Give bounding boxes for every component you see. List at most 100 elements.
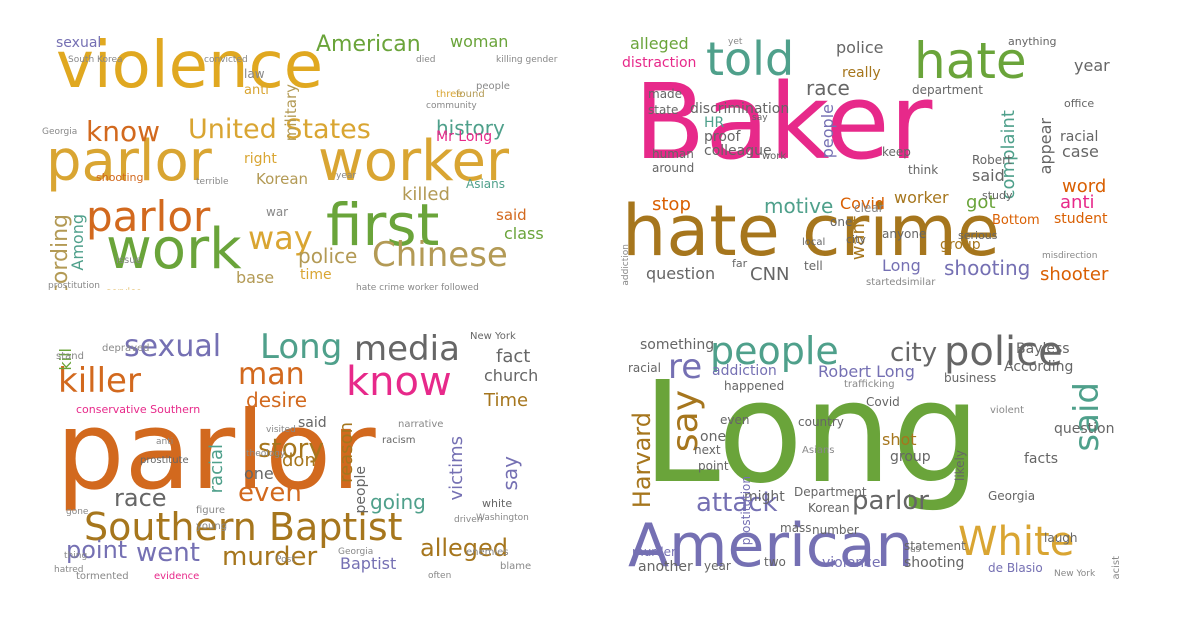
word-re: re (668, 347, 703, 387)
word-going: going (370, 490, 426, 514)
word-point: point (698, 459, 729, 473)
word-cnn: CNN (750, 264, 790, 285)
word-colleague: colleague (704, 143, 772, 159)
word-prostitution: prostitution (48, 281, 100, 291)
word-anyone: anyone (882, 227, 927, 241)
word-word: word (1062, 176, 1107, 197)
word-time: time (300, 267, 332, 283)
word-appear: appear (1036, 118, 1055, 175)
word-point: point (66, 536, 128, 564)
word-number: number (812, 523, 859, 537)
word-white-supremacist: white supremacist (1111, 556, 1122, 580)
word-figure: figure (196, 505, 226, 516)
word-one: one (700, 429, 727, 445)
word-question: question (646, 264, 716, 283)
word-south-korea: South Korea (68, 55, 123, 65)
word-georgia: Georgia (988, 489, 1036, 503)
word-prostitute: prostitute (140, 455, 189, 466)
word-even: even (238, 478, 302, 508)
word-thing: thing (64, 551, 88, 561)
word-long: Long (642, 352, 981, 515)
word-really: really (842, 65, 881, 81)
word-case: case (1062, 142, 1099, 161)
word-shot: shot (882, 430, 917, 449)
word-department: department (912, 83, 983, 97)
word-killed: killed (402, 184, 450, 205)
word-depraved: depraved (102, 343, 150, 354)
cloud-bottom-right: Long American people police city say re said Whi… (604, 326, 1130, 580)
word-addiction: addiction (621, 244, 631, 286)
word-racism: racism (382, 435, 416, 446)
word-blame: blame (500, 561, 532, 572)
word-us: us (910, 545, 921, 555)
word-stand: stand (56, 351, 84, 362)
word-often: often (428, 571, 452, 581)
word-sexual: sexual (124, 329, 222, 364)
word-church: church (484, 366, 539, 385)
cloud-bottom-left: parlor Southern Baptist killer know media Lon… (36, 326, 558, 580)
word-died: died (416, 55, 436, 65)
word-told: told (706, 32, 795, 86)
word-baker: Baker (634, 61, 933, 183)
word-went: went (136, 538, 200, 568)
word-know: know (86, 115, 160, 148)
word-conservative-southern: conservative Southern (76, 403, 201, 416)
word-know: know (346, 359, 452, 405)
word-said: said (1067, 382, 1107, 452)
word-state: state (648, 103, 679, 117)
word-alleged: alleged (630, 34, 689, 53)
word-baptist: Baptist (340, 554, 397, 573)
word-mr-long: Mr Long (436, 129, 493, 145)
word-police: police (944, 329, 1063, 375)
word-united-states: United States (188, 114, 371, 145)
word-shooting: shooting (904, 555, 965, 571)
word-first: first (326, 191, 440, 259)
word-another: another (638, 559, 693, 575)
word-statement: statement (904, 539, 966, 553)
word-among: Among (68, 214, 87, 271)
word-war: war (266, 205, 289, 219)
word-city: city (890, 338, 938, 368)
word-people: people (710, 329, 839, 373)
word-hate-crime: hate crime (622, 190, 1000, 272)
word-motive: motive (764, 194, 834, 218)
word-fact: fact (496, 346, 531, 367)
word-people: people (476, 81, 510, 92)
word-said: said (298, 415, 327, 431)
word-local: local (802, 237, 826, 248)
word-terrible: terrible (196, 177, 229, 187)
word-discrimination: discrimination (690, 101, 790, 117)
word-korean: Korean (256, 170, 309, 188)
word-tormented: tormented (76, 571, 129, 581)
word-woman: woman (450, 32, 509, 51)
word-trafficking: trafficking (844, 379, 895, 390)
word-violence: violence (56, 29, 324, 103)
word-worker: worker (894, 188, 949, 207)
word-think: think (908, 163, 939, 177)
word-southern-baptist: Southern Baptist (84, 505, 403, 549)
word-covid: Covid (840, 194, 886, 213)
word-evidence: evidence (154, 571, 200, 581)
word-likely: likely (953, 450, 967, 482)
word-law: law (244, 67, 265, 81)
word-around: around (652, 161, 695, 175)
word-human: human (652, 147, 694, 161)
word-post: Post (276, 555, 295, 565)
word-victims: victims (446, 436, 467, 501)
word-group: group (940, 237, 981, 253)
word-said: said (496, 206, 527, 224)
word-year: year (336, 171, 357, 181)
word-work: work (762, 151, 787, 162)
word-american: American (628, 511, 914, 580)
word-alleged: alleged (420, 534, 509, 562)
cloud-top-left: violence parlor worker first work parlor Chine… (36, 26, 558, 290)
word-covid: Covid (866, 395, 900, 409)
word-desire: desire (246, 388, 308, 412)
word-police: police (298, 244, 358, 268)
word-misdirection: misdirection (1042, 251, 1098, 261)
word-service: service (106, 288, 142, 291)
word-issue: issue (116, 255, 142, 266)
word-parlor: parlor (86, 192, 211, 241)
word-man: man (238, 357, 305, 392)
word-happened: happened (724, 379, 785, 393)
